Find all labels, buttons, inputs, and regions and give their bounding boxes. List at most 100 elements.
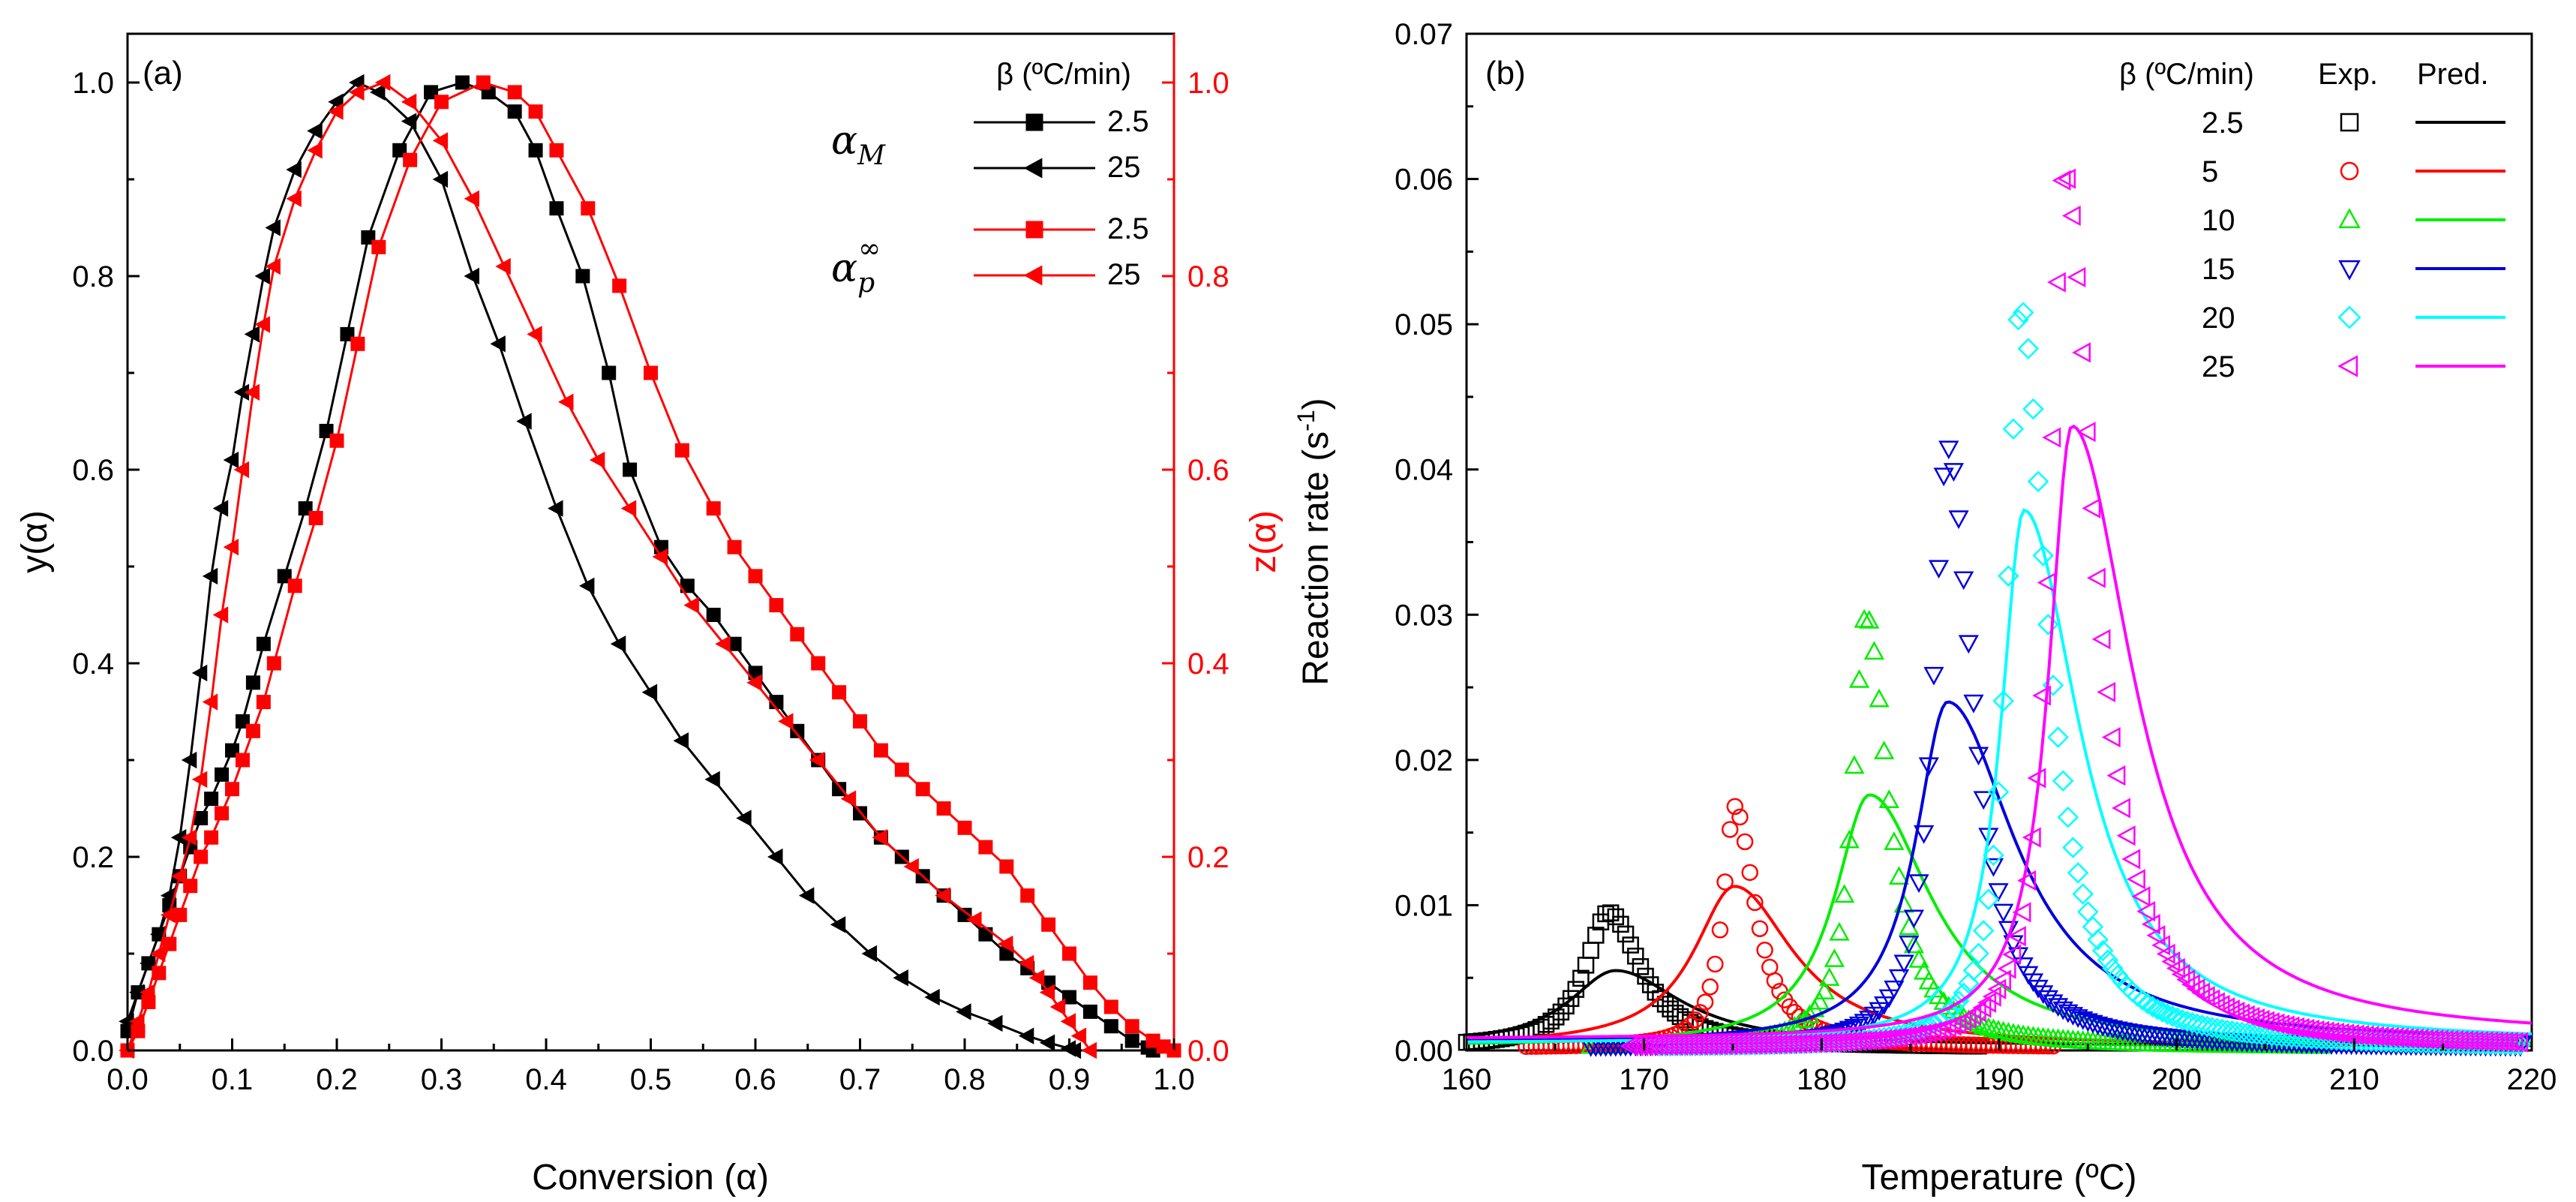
x-tick-label: 0.2 [316, 1063, 358, 1096]
x-tick-label: 0.8 [944, 1063, 986, 1096]
data-point [1103, 999, 1118, 1014]
data-point [223, 451, 239, 469]
exp-point [1997, 958, 2016, 979]
data-point [204, 830, 219, 845]
exp-point [2315, 1021, 2334, 1042]
data-point [798, 887, 815, 904]
panel-a-legend: β (ºC/min) αM αp∞ 2.5 25 2.5 25 [831, 58, 1149, 299]
series-10 [1466, 609, 2532, 1054]
exp-point [2072, 883, 2094, 905]
exp-point [2146, 998, 2169, 1020]
exp-point [2022, 398, 2044, 420]
exp-point [1923, 666, 1944, 686]
exp-point [1756, 942, 1773, 959]
data-point [1082, 975, 1097, 990]
exp-point [2022, 973, 2044, 993]
exp-point [1973, 1015, 1994, 1035]
data-point [832, 685, 847, 700]
data-point [369, 83, 386, 101]
exp-point [1884, 980, 1905, 999]
data-point [1103, 1019, 1118, 1034]
data-point [183, 879, 198, 894]
exp-point [1993, 1020, 2014, 1040]
exp-point [1988, 1020, 2009, 1038]
data-point [202, 567, 218, 585]
y-tick-label: 0.2 [72, 841, 114, 874]
data-point [329, 433, 344, 448]
exp-point [1883, 1028, 1902, 1049]
data-point [495, 257, 511, 275]
data-point [244, 326, 260, 343]
exp-point [1863, 641, 1884, 660]
exp-point [1766, 972, 1784, 990]
panel-b-y-axis-label: Reaction rate (s-1) [1293, 398, 1336, 685]
legend-entry-10: 10 [2202, 204, 2235, 237]
legend-entry-15: 15 [2202, 253, 2235, 286]
panel-a-label: (a) [143, 55, 183, 92]
exp-point [1953, 571, 1974, 590]
data-point [956, 1003, 971, 1020]
panel-a-y-axis-label: y(α) [15, 510, 55, 573]
exp-point [1834, 884, 1855, 903]
data-point [903, 858, 919, 876]
exp-point [2295, 1018, 2315, 1040]
y-tick-label: 0.00 [1395, 1035, 1453, 1068]
data-point [233, 461, 250, 479]
exp-point [2007, 947, 2029, 966]
panel-b-legend-beta-title: β (ºC/min) [2119, 58, 2254, 91]
panel-b-series [1458, 168, 2532, 1057]
exp-point [1799, 1004, 1820, 1023]
x-tick-label: 210 [2329, 1063, 2379, 1096]
exp-point [1884, 831, 1905, 850]
series-αp∞-25 [119, 74, 1097, 1059]
data-point [966, 911, 982, 929]
x-tick-label: 0.0 [107, 1063, 149, 1096]
exp-point [1878, 1028, 1897, 1049]
exp-point [1652, 990, 1669, 1008]
data-point [225, 782, 239, 797]
exp-point [1617, 925, 1635, 943]
exp-point [2037, 614, 2059, 636]
data-point [1124, 1019, 1139, 1034]
exp-point [1632, 958, 1650, 975]
exp-point [1992, 969, 2011, 990]
exp-point [1602, 904, 1620, 921]
exp-point [1972, 920, 1995, 942]
data-point [778, 713, 794, 730]
data-point [265, 219, 281, 236]
data-point [244, 383, 260, 401]
y-tick-label: 0.01 [1395, 889, 1453, 922]
data-point [644, 365, 658, 380]
panel-b: 160 170 180 190 200 210 220 0.000.010.020.030.… [1293, 18, 2556, 1197]
exp-point [1707, 955, 1724, 973]
exp-point [2062, 1007, 2084, 1026]
exp-point [2246, 1023, 2268, 1045]
data-point [549, 201, 564, 216]
data-point [548, 500, 563, 517]
exp-point [2097, 681, 2116, 703]
x-tick-label: 0.4 [525, 1063, 567, 1096]
data-point [215, 806, 230, 821]
data-point [746, 674, 762, 691]
exp-point [1918, 1014, 1940, 1037]
exp-point [1893, 954, 1914, 974]
exp-point [1908, 1024, 1927, 1045]
exp-point [2101, 726, 2121, 748]
exp-point [1987, 978, 2007, 999]
exp-point [1908, 948, 1929, 968]
panel-a-legend-title: β (ºC/min) [996, 58, 1131, 91]
exp-point [1878, 789, 1899, 808]
x-tick-label: 160 [1442, 1063, 1492, 1096]
data-point [612, 278, 627, 293]
data-point [194, 810, 209, 825]
exp-point [1982, 986, 2001, 1007]
exp-point [1914, 960, 1935, 980]
exp-point [2057, 806, 2079, 828]
panel-a-series [119, 74, 1181, 1059]
exp-point [2176, 969, 2196, 990]
pred-line [1467, 508, 2532, 1044]
exp-point [2156, 943, 2175, 964]
exp-point [1888, 969, 1910, 988]
data-point [528, 143, 543, 158]
